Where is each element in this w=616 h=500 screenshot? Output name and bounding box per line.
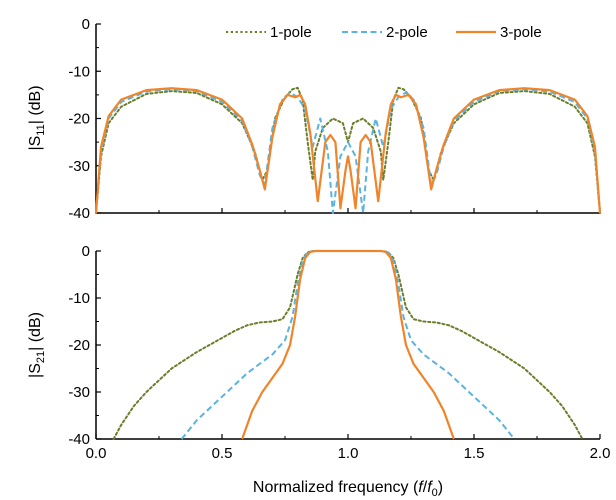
s11-axis-title-sub: 11: [35, 124, 47, 135]
s11-panel: 0 -10 -20 -30 -40 |S11| (dB) 1-pole 2-pole 3-p…: [27, 16, 602, 222]
y-tick-label: -20: [68, 337, 90, 354]
y-tick-label: -10: [68, 63, 90, 80]
legend-label-2-pole: 2-pole: [386, 24, 428, 41]
y-tick-label: -30: [68, 384, 90, 401]
s11-series-line-3-pole: [94, 87, 602, 214]
s21-panel: 0 -10 -20 -30 -40 0.0 0.5 1.0 1.5 2.0 |S21| (dB)…: [27, 243, 610, 499]
s21-axis-title-tail: | (dB): [27, 312, 44, 351]
y-tick-label: -10: [68, 290, 90, 307]
x-tick-label: 1.0: [338, 445, 359, 462]
s21-series-line-3-pole: [241, 249, 455, 440]
y-tick-label: -40: [68, 205, 90, 222]
s11-series: [94, 86, 602, 214]
x-axis-title: Normalized frequency (f/f0): [253, 479, 443, 499]
x-axis-title-slash: /: [423, 479, 428, 496]
y-tick-label: -30: [68, 158, 90, 175]
s11-axis-title-tail: | (dB): [27, 85, 44, 124]
x-tick-label: 0.0: [86, 445, 107, 462]
legend: 1-pole 2-pole 3-pole: [226, 24, 542, 41]
legend-label-1-pole: 1-pole: [270, 24, 312, 41]
x-tick-label: 1.5: [464, 445, 485, 462]
s11-axis-title-main: |S: [27, 136, 44, 151]
x-axis-title-close: ): [438, 479, 443, 496]
s21-series-line-2-pole: [180, 250, 516, 440]
s21-y-ticks: 0 -10 -20 -30 -40: [68, 243, 101, 448]
y-tick-label: -20: [68, 111, 90, 128]
s21-x-ticks: 0.0 0.5 1.0 1.5 2.0: [86, 434, 611, 462]
s21-axis-title-sub: 21: [35, 351, 47, 363]
x-tick-label: 2.0: [590, 445, 611, 462]
y-tick-label: -40: [68, 431, 90, 448]
s21-axis-title: |S21| (dB): [27, 312, 47, 378]
s11-series-line-1-pole: [95, 86, 601, 214]
s21-axis-title-main: |S: [27, 363, 44, 378]
s11-series-line-2-pole: [95, 88, 601, 214]
x-axis-title-f0: f: [427, 479, 433, 496]
s11-axis-title: |S11| (dB): [27, 85, 47, 150]
x-tick-label: 0.5: [212, 445, 233, 462]
y-tick-label: 0: [82, 16, 90, 33]
y-tick-label: 0: [82, 243, 90, 260]
legend-label-3-pole: 3-pole: [500, 24, 542, 41]
x-axis-title-f: f: [418, 479, 424, 496]
s21-series-line-1-pole: [112, 250, 584, 440]
x-axis-title-main: Normalized frequency (: [253, 479, 419, 496]
s21-series: [112, 249, 584, 440]
x-axis-title-sub0: 0: [432, 487, 438, 499]
